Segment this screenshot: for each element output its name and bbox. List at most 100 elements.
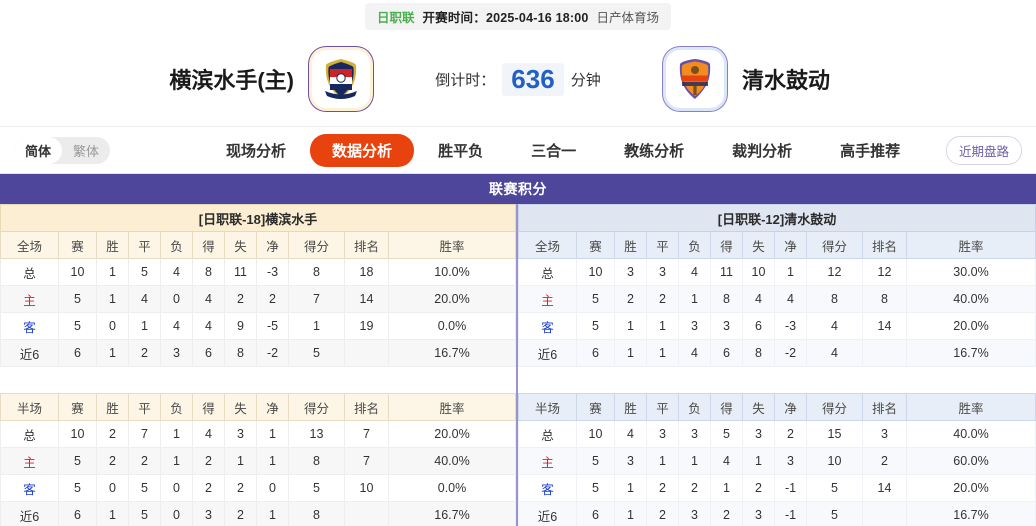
column-header: 全场 [0, 231, 59, 259]
column-header: 排名 [862, 393, 907, 421]
table-cell: 2 [862, 447, 907, 475]
table-cell: 1 [256, 501, 289, 526]
table-cell: 2 [224, 501, 257, 526]
table-cell: 6 [58, 501, 97, 526]
column-header: 半场 [0, 393, 59, 421]
table-title-row: [日职联-12]清水鼓动 [518, 204, 1036, 232]
table-cell: 1 [128, 312, 161, 340]
column-header: 胜率 [388, 231, 516, 259]
column-header: 赛 [58, 231, 97, 259]
table-cell: 6 [576, 501, 615, 526]
table-cell: 2 [710, 501, 743, 526]
table-cell: 6 [58, 339, 97, 367]
tab-expert-picks[interactable]: 高手推荐 [840, 142, 901, 160]
home-team[interactable]: 横滨水手(主) [80, 50, 370, 108]
table-cell: 5 [806, 501, 863, 526]
table-cell: 7 [344, 447, 389, 475]
table-cell: 5 [576, 312, 615, 340]
table-row: 近6 6 1 1 4 6 8 -2 4 16.7% [518, 339, 1036, 367]
table-cell: 1 [160, 420, 193, 448]
home-standings-panel: [日职联-18]横滨水手 全场赛胜平负得失净得分 排名 胜率总 10 1 5 4 8 11 -3 8 1… [0, 204, 518, 526]
column-header: 净 [256, 393, 289, 421]
table-cell: 4 [160, 258, 193, 286]
lang-option-traditional[interactable]: 繁体 [73, 143, 100, 159]
column-header: 负 [678, 231, 711, 259]
table-cell: 5 [576, 285, 615, 313]
table-cell: 3 [614, 258, 647, 286]
column-header: 胜率 [906, 393, 1036, 421]
table-cell: 16.7% [906, 339, 1036, 367]
language-toggle[interactable]: 简体 繁体 [14, 136, 111, 164]
table-cell [344, 339, 389, 367]
table-cell: 10 [576, 420, 615, 448]
column-header: 平 [128, 393, 161, 421]
table-cell: 1 [96, 285, 129, 313]
away-team[interactable]: 清水鼓动 [666, 50, 956, 108]
table-cell: 3 [646, 258, 679, 286]
table-cell: 7 [128, 420, 161, 448]
column-header: 得分 [806, 393, 863, 421]
table-cell: 8 [288, 447, 345, 475]
row-label: 主 [0, 447, 59, 475]
table-cell: -5 [256, 312, 289, 340]
countdown-value: 636 [502, 62, 564, 96]
tab-three-in-one[interactable]: 三合一 [531, 142, 577, 160]
column-header: 得 [710, 393, 743, 421]
table-cell: 20.0% [906, 312, 1036, 340]
table-cell: 5 [58, 312, 97, 340]
table-cell: 4 [614, 420, 647, 448]
table-cell: 2 [224, 474, 257, 502]
table-cell: 11 [224, 258, 257, 286]
table-cell: 4 [192, 312, 225, 340]
tab-coach-analysis[interactable]: 教练分析 [624, 142, 685, 160]
lang-option-simplified[interactable]: 简体 [14, 136, 63, 164]
tab-referee-analysis[interactable]: 裁判分析 [732, 142, 793, 160]
table-cell: 5 [288, 474, 345, 502]
tab-data-analysis[interactable]: 数据分析 [310, 133, 415, 167]
home-table-body: [日职联-18]横滨水手 全场赛胜平负得失净得分 排名 胜率总 10 1 5 4 8 11 -3 8 1… [0, 204, 516, 526]
tab-live-analysis[interactable]: 现场分析 [226, 142, 287, 160]
table-cell: 6 [742, 312, 775, 340]
table-cell: 10 [576, 258, 615, 286]
table-cell: -1 [774, 474, 807, 502]
yokohama-marinos-crest-icon [312, 50, 370, 108]
table-cell: 5 [58, 285, 97, 313]
table-cell: 3 [224, 420, 257, 448]
countdown: 倒计时： 636 分钟 [370, 62, 666, 96]
away-standings-panel: [日职联-12]清水鼓动 全场赛胜平负得失净得分 排名 胜率总 10 3 3 4 11 10 1 12… [518, 204, 1036, 526]
table-cell: 0 [160, 285, 193, 313]
table-cell: 8 [288, 501, 345, 526]
column-header: 得 [710, 231, 743, 259]
table-cell: 6 [710, 339, 743, 367]
table-row: 总 10 4 3 3 5 3 2 15 3 40.0% [518, 420, 1036, 448]
table-cell: 5 [288, 339, 345, 367]
table-cell: 2 [192, 474, 225, 502]
table-cell: 15 [806, 420, 863, 448]
table-cell: 2 [128, 339, 161, 367]
venue-label: 日产体育场 [596, 10, 660, 25]
tab-win-draw-loss[interactable]: 胜平负 [438, 142, 484, 160]
recent-odds-button[interactable]: 近期盘路 [945, 135, 1022, 165]
table-cell: 4 [742, 285, 775, 313]
row-label: 总 [518, 420, 577, 448]
table-row: 客 5 1 1 3 3 6 -3 4 14 20.0% [518, 312, 1036, 340]
table-header-row: 半场赛胜平负得失净得分 排名 胜率 [0, 393, 516, 421]
table-cell: 3 [192, 501, 225, 526]
table-cell: 2 [614, 285, 647, 313]
table-cell [862, 501, 907, 526]
column-header: 胜率 [388, 393, 516, 421]
table-cell: 7 [344, 420, 389, 448]
countdown-unit: 分钟 [570, 71, 601, 89]
table-cell: 19 [344, 312, 389, 340]
table-cell: 0 [96, 474, 129, 502]
table-cell: 4 [678, 339, 711, 367]
table-cell: 4 [128, 285, 161, 313]
table-cell: 2 [646, 474, 679, 502]
column-header: 全场 [518, 231, 577, 259]
table-cell: 3 [742, 501, 775, 526]
column-header: 排名 [862, 231, 907, 259]
table-cell: 4 [806, 339, 863, 367]
column-header: 得分 [288, 231, 345, 259]
table-row: 客 5 0 1 4 4 9 -5 1 19 0.0% [0, 312, 516, 340]
table-cell: 10 [806, 447, 863, 475]
